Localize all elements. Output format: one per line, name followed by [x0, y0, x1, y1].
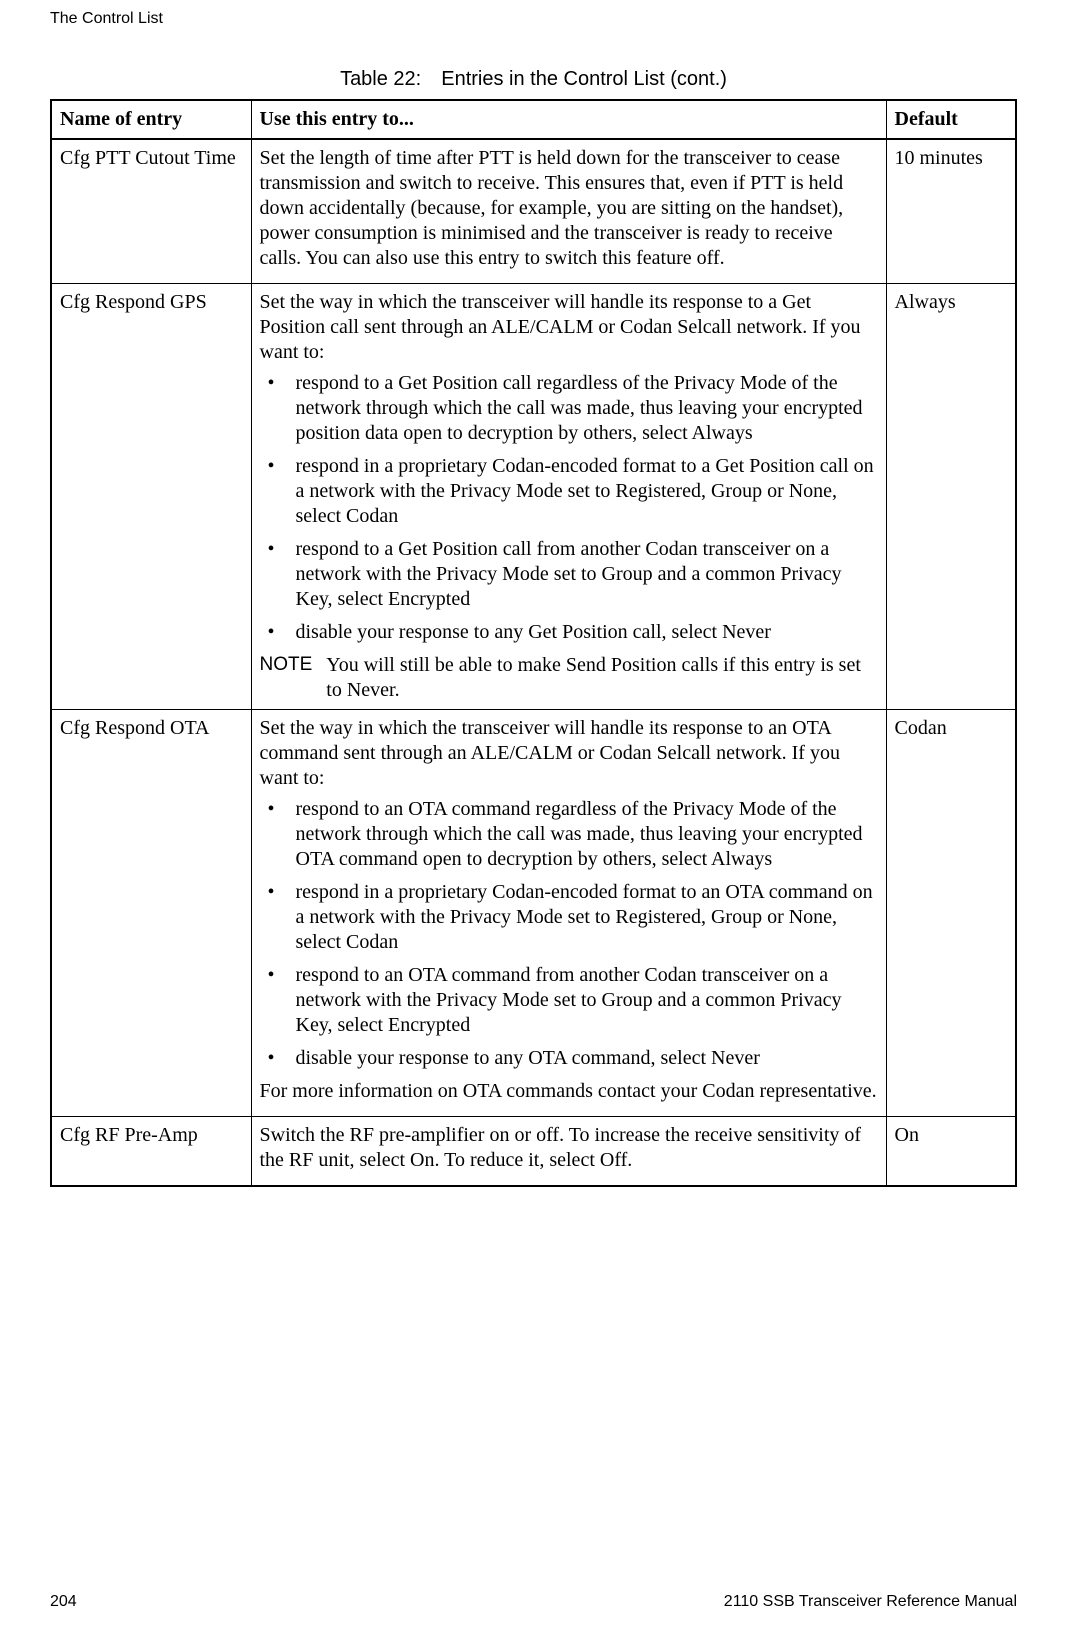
table-row: Cfg Respond GPS Set the way in which the…: [51, 284, 1016, 710]
entry-intro: Set the way in which the transceiver wil…: [260, 716, 878, 791]
note-label: NOTE: [260, 653, 313, 703]
entry-use: Set the length of time after PTT is held…: [251, 139, 886, 284]
entry-intro: Switch the RF pre-amplifier on or off. T…: [260, 1123, 878, 1173]
entry-note: NOTE You will still be able to make Send…: [260, 653, 878, 703]
table-row: Cfg Respond OTA Set the way in which the…: [51, 710, 1016, 1117]
entry-name: Cfg Respond GPS: [51, 284, 251, 710]
list-item: respond in a proprietary Codan-encoded f…: [260, 454, 878, 529]
entry-name: Cfg Respond OTA: [51, 710, 251, 1117]
entry-name: Cfg PTT Cutout Time: [51, 139, 251, 284]
list-item: respond in a proprietary Codan-encoded f…: [260, 880, 878, 955]
entry-default: 10 minutes: [886, 139, 1016, 284]
table-row: Cfg PTT Cutout Time Set the length of ti…: [51, 139, 1016, 284]
list-item: disable your response to any Get Positio…: [260, 620, 878, 645]
entry-intro: Set the length of time after PTT is held…: [260, 146, 878, 271]
manual-title: 2110 SSB Transceiver Reference Manual: [724, 1593, 1017, 1611]
page-footer: 204 2110 SSB Transceiver Reference Manua…: [50, 1593, 1017, 1611]
entry-default: Codan: [886, 710, 1016, 1117]
table-caption: Table 22: Entries in the Control List (c…: [50, 68, 1017, 91]
list-item: disable your response to any OTA command…: [260, 1046, 878, 1071]
col-header-default: Default: [886, 100, 1016, 139]
entry-bullets: respond to an OTA command regardless of …: [260, 797, 878, 1071]
running-header: The Control List: [50, 10, 1017, 28]
list-item: respond to a Get Position call from anot…: [260, 537, 878, 612]
col-header-use: Use this entry to...: [251, 100, 886, 139]
list-item: respond to an OTA command regardless of …: [260, 797, 878, 872]
entry-intro: Set the way in which the transceiver wil…: [260, 290, 878, 365]
list-item: respond to a Get Position call regardles…: [260, 371, 878, 446]
entry-use: Switch the RF pre-amplifier on or off. T…: [251, 1117, 886, 1187]
table-row: Cfg RF Pre-Amp Switch the RF pre-amplifi…: [51, 1117, 1016, 1187]
list-item: respond to an OTA command from another C…: [260, 963, 878, 1038]
entry-use: Set the way in which the transceiver wil…: [251, 710, 886, 1117]
entry-default: On: [886, 1117, 1016, 1187]
note-text: You will still be able to make Send Posi…: [326, 653, 877, 703]
entry-use: Set the way in which the transceiver wil…: [251, 284, 886, 710]
entry-name: Cfg RF Pre-Amp: [51, 1117, 251, 1187]
entry-bullets: respond to a Get Position call regardles…: [260, 371, 878, 645]
page: The Control List Table 22: Entries in th…: [0, 0, 1067, 1639]
entry-default: Always: [886, 284, 1016, 710]
control-list-table: Name of entry Use this entry to... Defau…: [50, 99, 1017, 1187]
table-header-row: Name of entry Use this entry to... Defau…: [51, 100, 1016, 139]
page-number: 204: [50, 1593, 77, 1611]
entry-outro: For more information on OTA commands con…: [260, 1079, 878, 1104]
col-header-name: Name of entry: [51, 100, 251, 139]
